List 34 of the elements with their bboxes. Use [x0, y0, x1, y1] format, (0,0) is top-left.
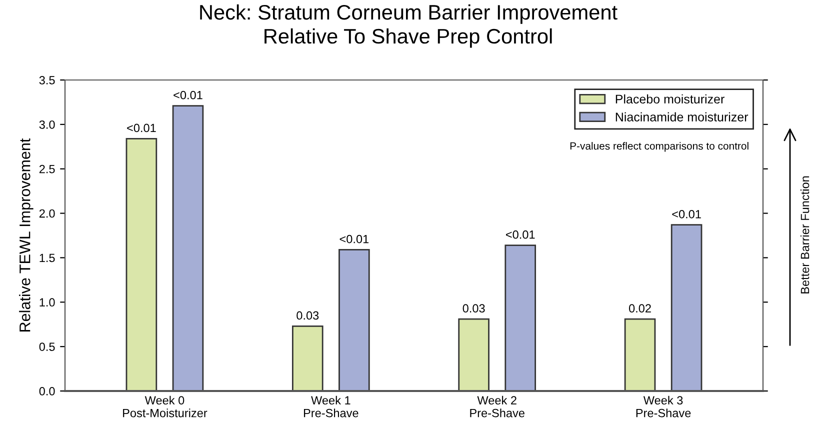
legend-label: Niacinamide moisturizer: [616, 112, 748, 122]
bar: [126, 138, 158, 391]
bar: [624, 318, 656, 391]
annotation: <0.01: [127, 124, 156, 132]
annotation: 0.03: [296, 311, 319, 320]
y-tick-label: 0.0: [39, 387, 55, 396]
x-tick-label: Week 2 Pre-Shave: [470, 396, 524, 418]
bar: [292, 325, 324, 391]
annotation: <0.01: [506, 230, 535, 239]
y-tick-label: 1.5: [40, 254, 55, 262]
x-tick-label: Week 3 Pre-Shave: [636, 396, 691, 418]
y-tick-label: 1.0: [40, 298, 55, 307]
bar: [504, 244, 536, 391]
annotation: <0.01: [672, 210, 701, 218]
text: Better Barrier Function: [800, 176, 810, 294]
y-tick-label: 2.0: [39, 209, 55, 218]
x-tick-label: Week 1 Pre-Shave: [304, 396, 358, 418]
bar: [670, 224, 702, 391]
annotation: <0.01: [340, 234, 369, 244]
annotation: 0.03: [462, 304, 485, 313]
bar: [172, 105, 204, 391]
bar: [458, 318, 490, 391]
y-tick-label: 3.0: [39, 120, 55, 129]
y-tick-label: 2.5: [39, 164, 55, 174]
chart-title: Neck: Stratum Corneum Barrier Improvement Relative To Shave Prep Control: [200, 4, 618, 48]
y-tick-label: 3.5: [39, 76, 55, 84]
annotation: 0.02: [628, 304, 651, 313]
annotation: <0.01: [174, 90, 202, 100]
y-axis-title: Relative TEWL Improvement: [19, 138, 34, 332]
legend-label: Placebo moisturizer: [616, 94, 724, 104]
bar: [338, 249, 370, 391]
annotation: P-values reflect comparisons to control: [570, 142, 748, 152]
y-tick-label: 0.5: [39, 342, 55, 351]
x-tick-label: Week 0 Post-Moisturizer: [123, 396, 208, 418]
